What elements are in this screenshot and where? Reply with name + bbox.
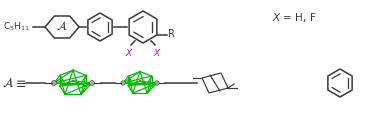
Text: $\it{X}$ = H, F: $\it{X}$ = H, F: [272, 11, 316, 23]
Circle shape: [51, 80, 56, 85]
Circle shape: [155, 81, 159, 85]
Circle shape: [121, 81, 125, 85]
Circle shape: [90, 80, 94, 85]
Text: $\it{X}$: $\it{X}$: [125, 47, 133, 58]
Text: $\mathcal{A}$: $\mathcal{A}$: [2, 76, 14, 90]
Text: $\it{X}$: $\it{X}$: [153, 47, 161, 58]
Text: $\mathcal{A}$: $\mathcal{A}$: [56, 19, 68, 32]
Text: R: R: [168, 29, 175, 39]
Text: C$_5$H$_{11}$: C$_5$H$_{11}$: [3, 21, 30, 33]
Text: $\equiv$: $\equiv$: [13, 76, 26, 89]
